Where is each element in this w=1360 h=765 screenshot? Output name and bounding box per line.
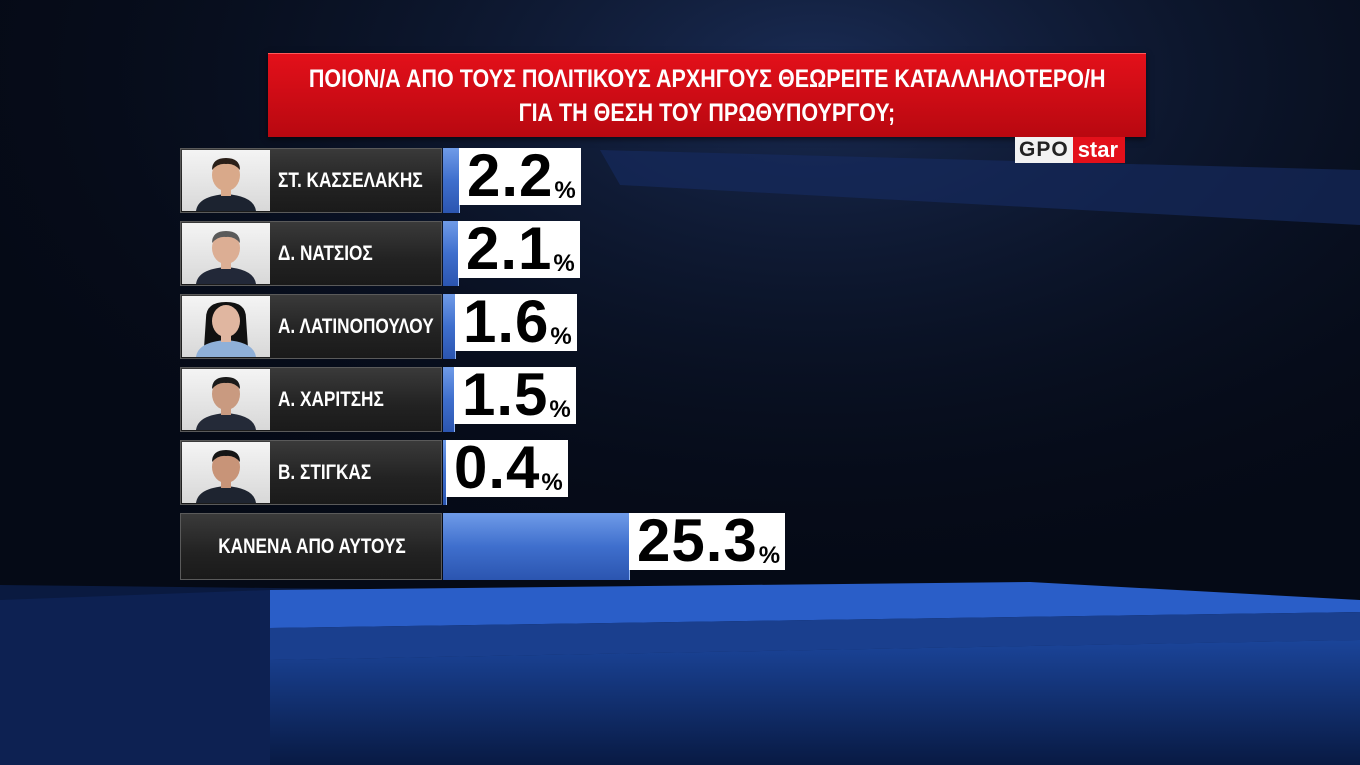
title-line-1: ΠΟΙΟΝ/Α ΑΠΟ ΤΟΥΣ ΠΟΛΙΤΙΚΟΥΣ ΑΡΧΗΓΟΥΣ ΘΕΩ… — [308, 64, 1106, 93]
value-number: 1.6 — [463, 288, 550, 355]
value-label: 2.1% — [458, 215, 580, 282]
bar-label: ΣΤ. ΚΑΣΣΕΛΑΚΗΣ — [278, 169, 423, 192]
name-panel: ΣΤ. ΚΑΣΣΕΛΑΚΗΣ — [180, 148, 442, 213]
value-number: 2.2 — [467, 142, 554, 209]
person-photo-icon — [182, 369, 270, 430]
value-label: 25.3% — [629, 507, 786, 574]
bar-label: Α. ΧΑΡΙΤΣΗΣ — [278, 388, 384, 411]
chart-title: ΠΟΙΟΝ/Α ΑΠΟ ΤΟΥΣ ΠΟΛΙΤΙΚΟΥΣ ΑΡΧΗΓΟΥΣ ΘΕΩ… — [268, 53, 1146, 137]
bar-label: Δ. ΝΑΤΣΙΟΣ — [278, 242, 373, 265]
name-panel: ΚΑΝΕΝΑ ΑΠΟ ΑΥΤΟΥΣ — [180, 513, 442, 580]
value-label: 1.5% — [454, 361, 576, 428]
logo-star: star — [1072, 137, 1126, 163]
name-panel: Α. ΧΑΡΙΤΣΗΣ — [180, 367, 442, 432]
bar-label: Α. ΛΑΤΙΝΟΠΟΥΛΟΥ — [278, 315, 434, 338]
bar-label: Β. ΣΤΙΓΚΑΣ — [278, 461, 372, 484]
person-photo-icon — [182, 150, 270, 211]
value-label: 2.2% — [459, 142, 581, 209]
value-label: 0.4% — [446, 434, 568, 501]
name-panel: Δ. ΝΑΤΣΙΟΣ — [180, 221, 442, 286]
value-number: 25.3 — [637, 507, 758, 574]
person-photo-icon — [182, 442, 270, 503]
value-number: 2.1 — [466, 215, 553, 282]
bar — [443, 148, 460, 213]
bar — [443, 513, 630, 580]
logo-gpo: GPO — [1015, 137, 1073, 163]
bar-label: ΚΑΝΕΝΑ ΑΠΟ ΑΥΤΟΥΣ — [218, 535, 406, 558]
name-panel: Α. ΛΑΤΙΝΟΠΟΥΛΟΥ — [180, 294, 442, 359]
value-number: 0.4 — [454, 434, 541, 501]
value-unit: % — [549, 396, 571, 423]
title-line-2: ΓΙΑ ΤΗ ΘΕΣΗ ΤΟΥ ΠΡΩΘΥΠΟΥΡΓΟΥ; — [518, 98, 896, 127]
gpo-star-logo: GPO star — [1015, 137, 1126, 163]
person-photo-icon — [182, 296, 270, 357]
value-unit: % — [553, 250, 575, 277]
person-photo-icon — [182, 223, 270, 284]
bar — [443, 221, 459, 286]
value-number: 1.5 — [462, 361, 549, 428]
value-unit: % — [541, 469, 563, 496]
value-unit: % — [550, 323, 572, 350]
value-label: 1.6% — [455, 288, 577, 355]
value-unit: % — [758, 542, 781, 569]
name-panel: Β. ΣΤΙΓΚΑΣ — [180, 440, 442, 505]
value-unit: % — [554, 177, 576, 204]
